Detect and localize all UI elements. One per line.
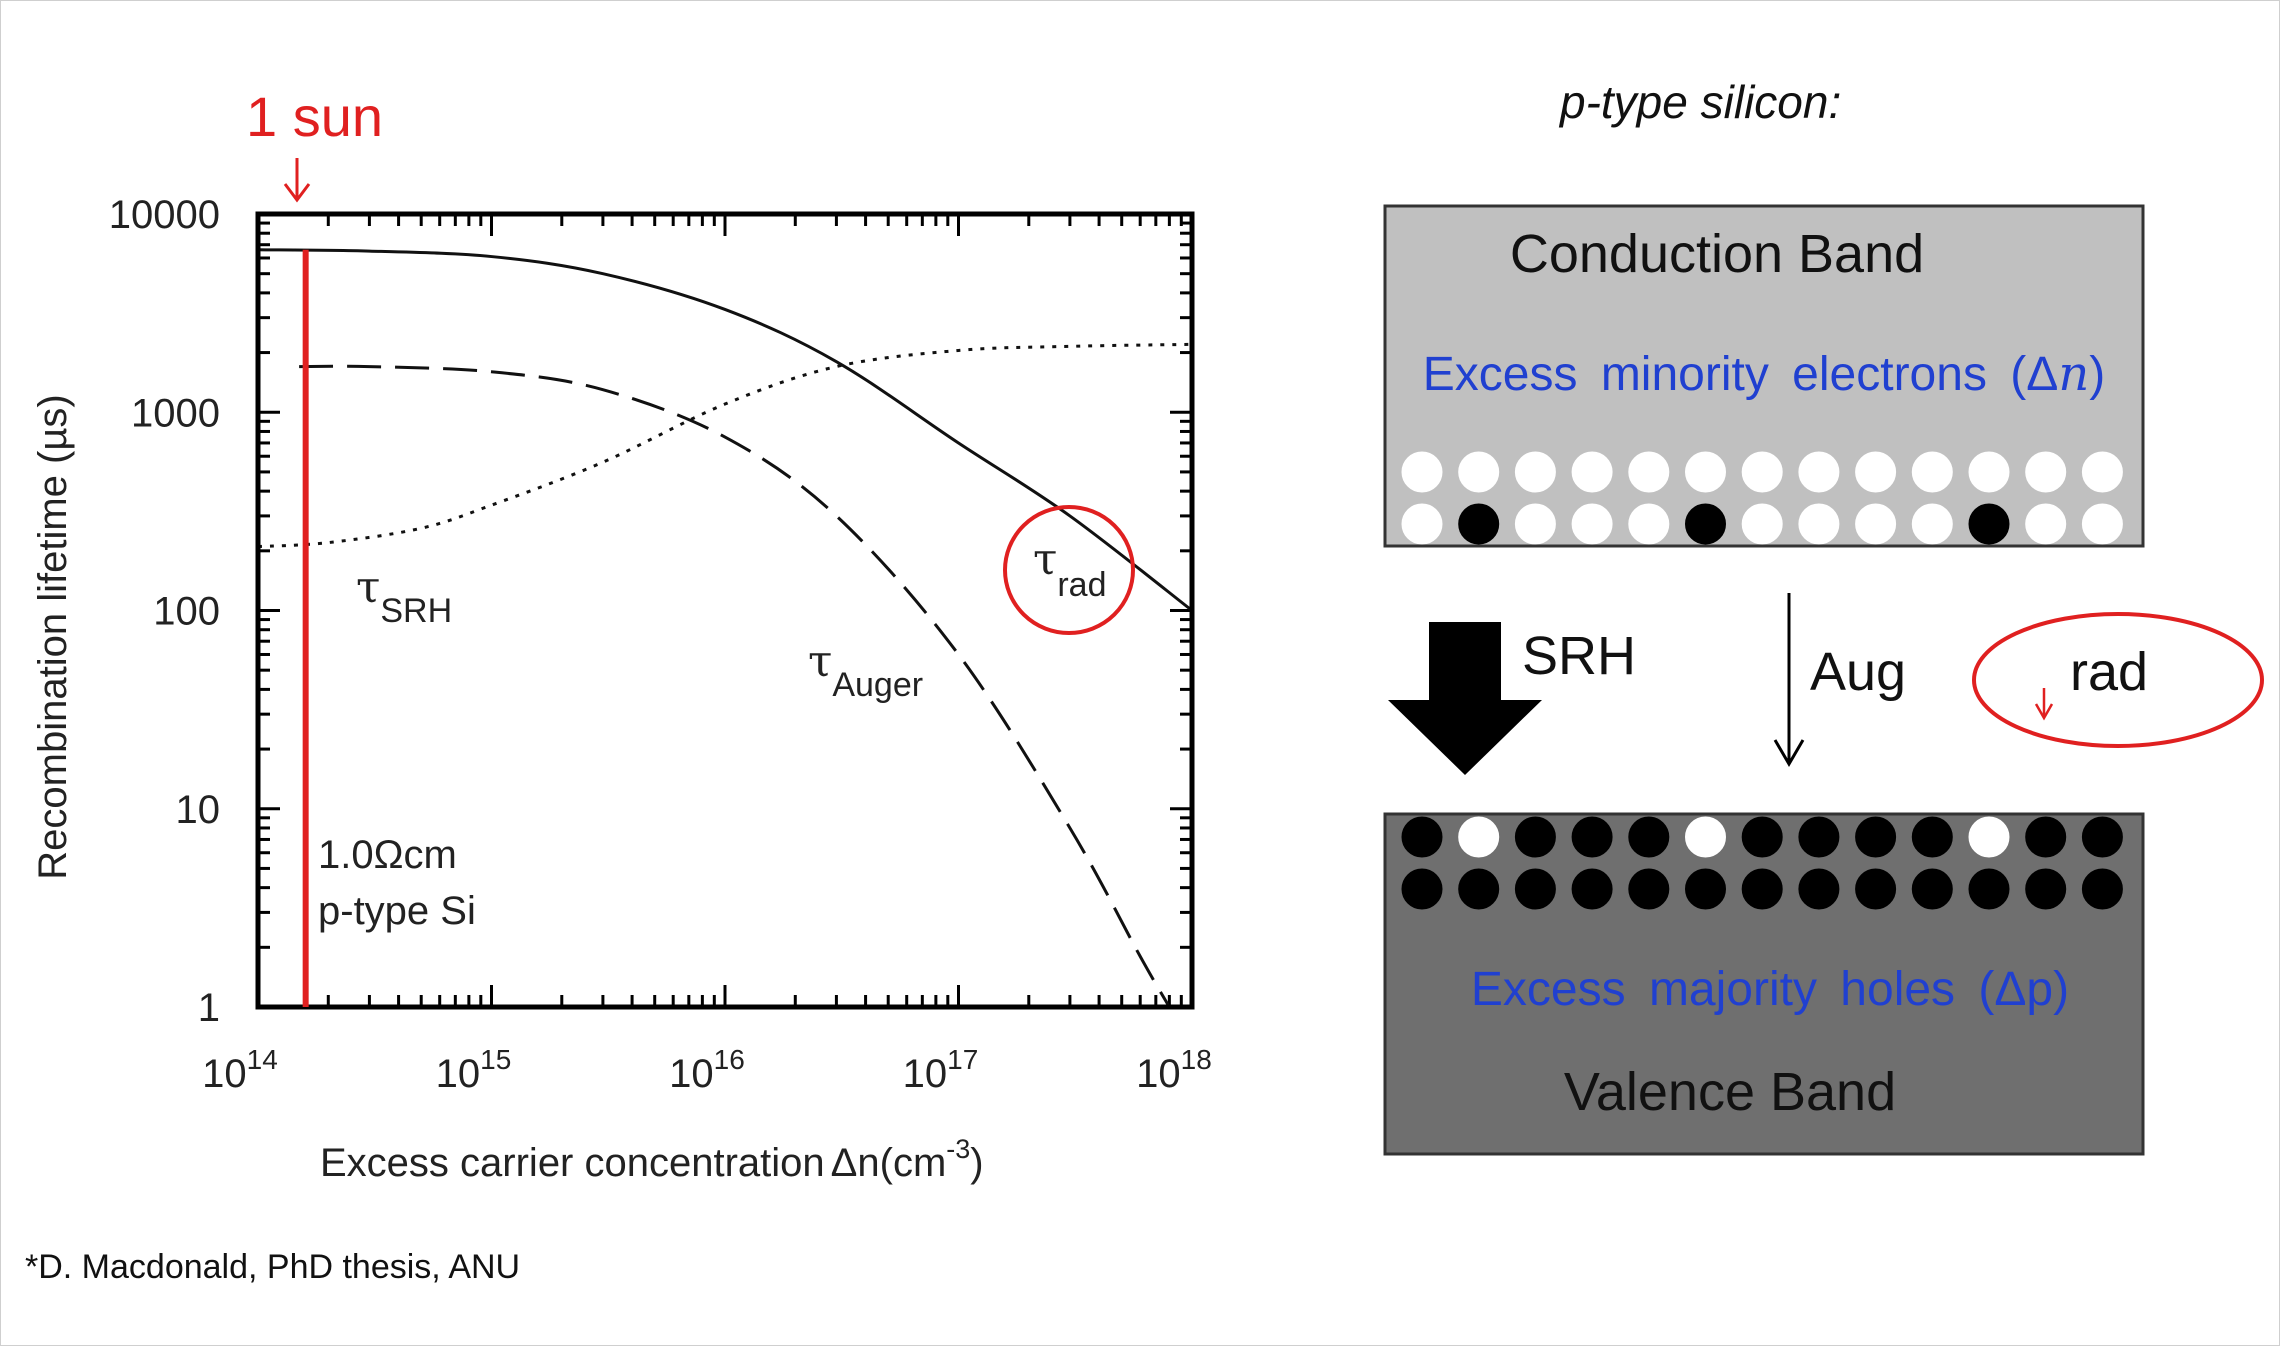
hole-dot <box>1911 503 1953 545</box>
electron-dot <box>1911 816 1953 858</box>
electron-dot <box>1685 868 1726 910</box>
electron-dot <box>1911 868 1953 910</box>
auger-arrow-head <box>1773 739 1805 767</box>
y-axis-label: Recombination lifetime (µs) <box>31 394 75 879</box>
conduction-band-label: Conduction Band <box>1510 224 1924 284</box>
hole-dot <box>1571 503 1613 545</box>
auger-label: Aug <box>1810 642 1906 702</box>
sample-resistivity: 1.0Ωcm <box>318 833 457 877</box>
srh-label: SRH <box>1522 626 1636 686</box>
electron-dot <box>1458 503 1500 545</box>
excess-holes-label: Excess majority holes (Δp) <box>1471 963 2069 1016</box>
electron-dot <box>2081 868 2123 910</box>
one-sun-arrow-head <box>283 183 311 203</box>
series-lines <box>257 248 1193 1008</box>
x-tick-label: 1014 <box>202 1044 278 1096</box>
rad-label: rad <box>2070 642 2148 702</box>
electron-dot <box>1401 816 1443 858</box>
electron-dot <box>1514 868 1556 910</box>
hole-dot <box>1968 816 2010 858</box>
electron-dot <box>1968 868 2010 910</box>
tau-srh-label: τSRH <box>356 562 452 630</box>
electron-dot <box>1798 868 1840 910</box>
series-auger-line <box>299 364 1171 1008</box>
electron-dot <box>1628 868 1670 910</box>
x-tick-label: 1016 <box>669 1044 745 1096</box>
electron-dot <box>1514 816 1556 858</box>
hole-dot <box>1798 451 1840 493</box>
y-tick-label: 1 <box>198 986 220 1030</box>
diagram-title: p-type silicon: <box>1558 76 1841 128</box>
footnote: *D. Macdonald, PhD thesis, ANU <box>25 1248 520 1286</box>
hole-dot <box>1685 816 1726 858</box>
electron-dot <box>1571 816 1613 858</box>
electron-dot <box>1571 868 1613 910</box>
hole-dot <box>1968 451 2010 493</box>
electron-dot <box>2025 868 2067 910</box>
hole-dot <box>1571 451 1613 493</box>
hole-dot <box>1514 451 1556 493</box>
hole-dot <box>1514 503 1556 545</box>
x-tick-label: 1018 <box>1136 1044 1212 1096</box>
tau-rad-circle <box>1003 505 1135 635</box>
hole-dot <box>2081 503 2123 545</box>
hole-dot <box>1741 451 1783 493</box>
plot-frame <box>255 211 1195 1010</box>
electron-dot <box>1741 868 1783 910</box>
y-tick-label: 10 <box>176 788 221 832</box>
conduction-electron-dots <box>1401 451 2123 545</box>
hole-dot <box>1911 451 1953 493</box>
tau-auger-label: τAuger <box>808 636 923 704</box>
x-axis-label: Excess carrier concentration Δn(cm-3) <box>320 1134 984 1185</box>
electron-dot <box>2025 816 2067 858</box>
hole-dot <box>1685 451 1726 493</box>
x-tick-label: 1017 <box>903 1044 979 1096</box>
hole-dot <box>1458 451 1500 493</box>
electron-dot <box>1685 503 1726 545</box>
sample-type: p-type Si <box>318 889 476 933</box>
electron-dot <box>1968 503 2010 545</box>
valence-hole-dots <box>1401 816 2123 910</box>
hole-dot <box>1401 503 1443 545</box>
hole-dot <box>1401 451 1443 493</box>
electron-dot <box>1855 868 1897 910</box>
hole-dot <box>2025 451 2067 493</box>
rad-arrow-head <box>2034 703 2054 721</box>
y-tick-label: 1000 <box>131 391 220 435</box>
electron-dot <box>2081 816 2123 858</box>
hole-dot <box>1628 451 1670 493</box>
excess-electrons-label: Excess minority electrons (Δn) <box>1423 346 2105 402</box>
srh-arrow <box>1388 622 1542 775</box>
lifetime-chart: 10000 1000 100 10 1 1014 1015 1016 1017 1018 Reco… <box>31 85 1212 1185</box>
hole-dot <box>1855 451 1897 493</box>
electron-dot <box>1401 868 1443 910</box>
x-tick-label: 1015 <box>436 1044 512 1096</box>
series-total-line <box>257 248 1193 612</box>
electron-dot <box>1855 816 1897 858</box>
hole-dot <box>2025 503 2067 545</box>
hole-dot <box>1798 503 1840 545</box>
band-diagram: p-type silicon: Conduction Band Excess m… <box>1383 76 2264 1156</box>
hole-dot <box>1855 503 1897 545</box>
valence-band-label: Valence Band <box>1564 1062 1896 1122</box>
tick-labels: 10000 1000 100 10 1 1014 1015 1016 1017 1018 <box>109 193 1212 1096</box>
tau-rad-label: τrad <box>1033 534 1106 604</box>
electron-dot <box>1458 868 1500 910</box>
y-tick-label: 10000 <box>109 193 220 237</box>
one-sun-label: 1 sun <box>246 85 383 148</box>
electron-dot <box>1628 816 1670 858</box>
hole-dot <box>1628 503 1670 545</box>
y-tick-label: 100 <box>153 590 220 634</box>
hole-dot <box>2081 451 2123 493</box>
hole-dot <box>1741 503 1783 545</box>
electron-dot <box>1741 816 1783 858</box>
rad-circle <box>1972 612 2264 748</box>
hole-dot <box>1458 816 1500 858</box>
electron-dot <box>1798 816 1840 858</box>
series-srh-line <box>257 342 1193 549</box>
